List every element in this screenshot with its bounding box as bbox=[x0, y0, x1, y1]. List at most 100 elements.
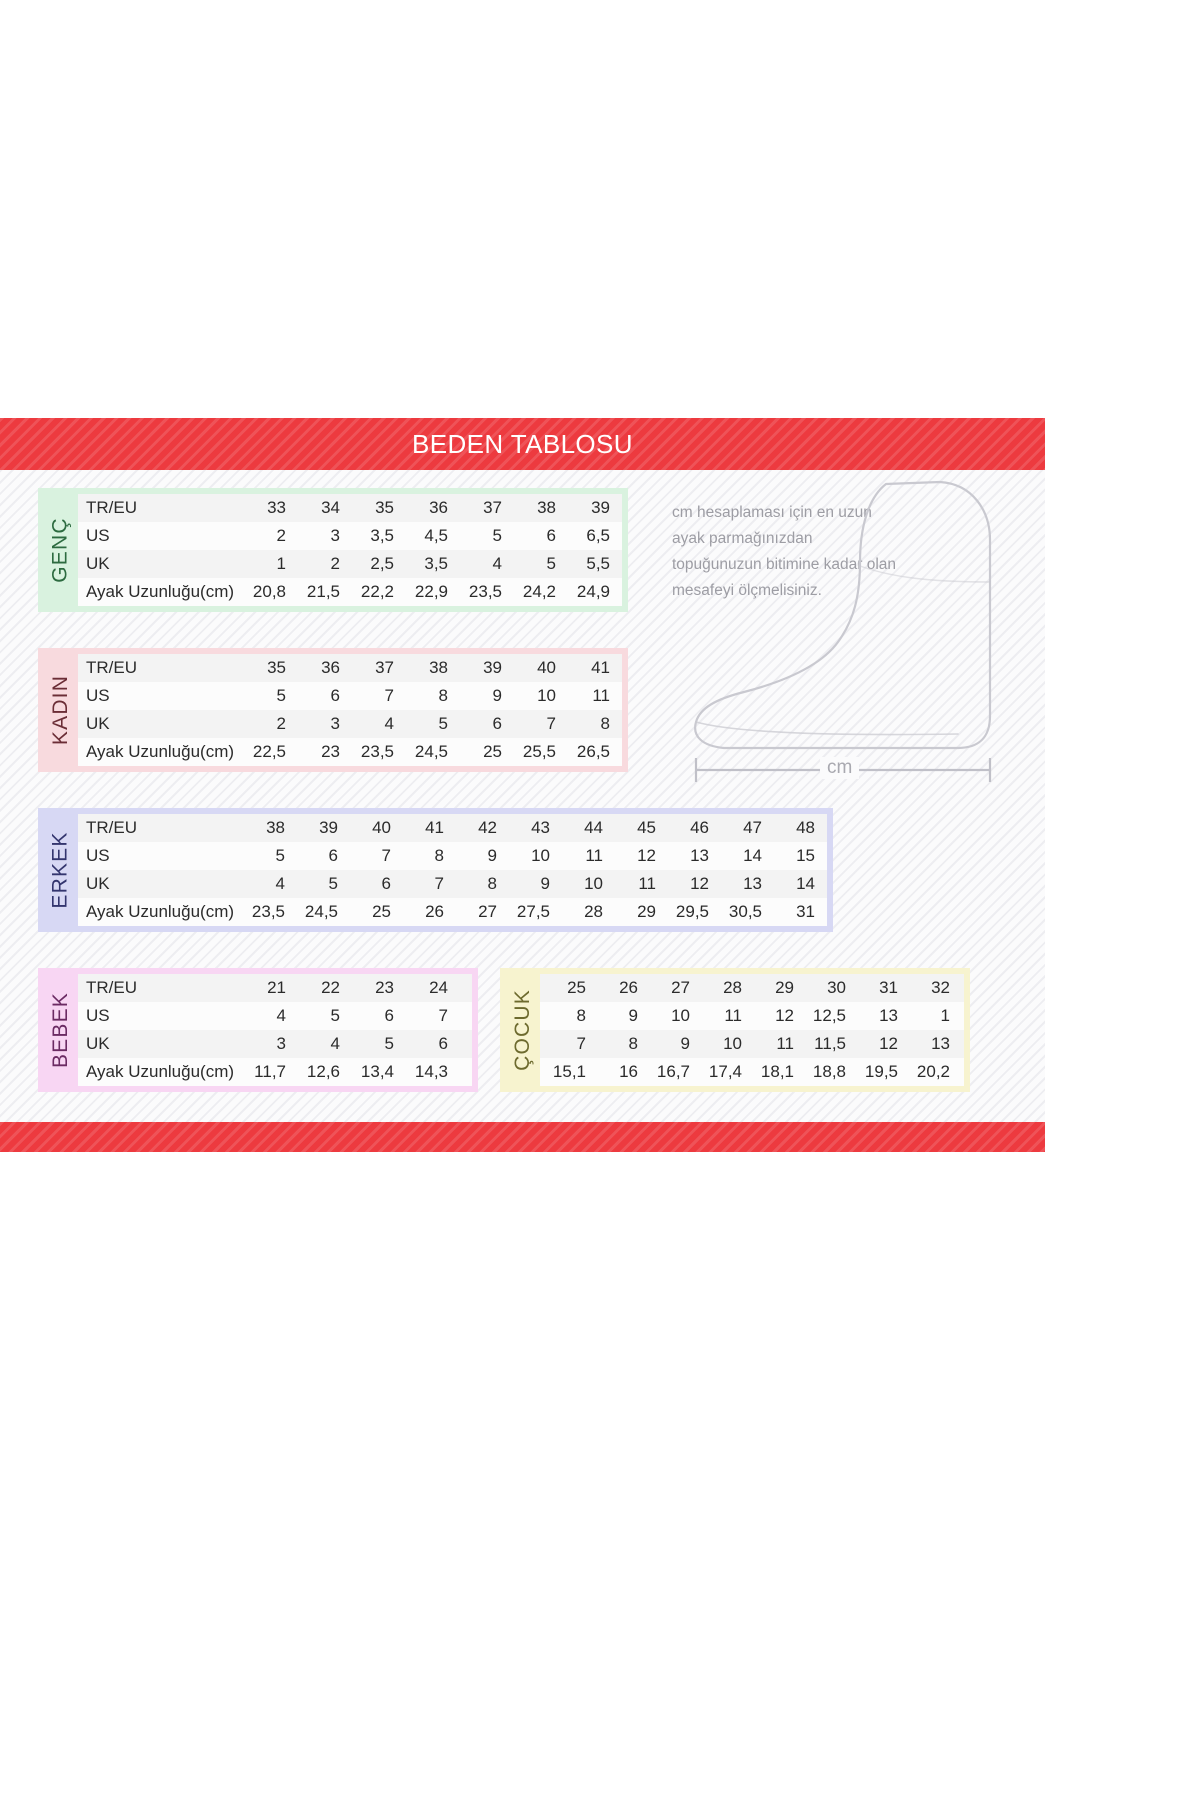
size-cell: 9 bbox=[540, 874, 550, 893]
size-grid: 25 26 27 28 29 30 31 32 8 9 10 11 12 12,5 13 1 7 8 9 10 11 11… bbox=[540, 974, 964, 1086]
size-cell: 12 bbox=[775, 1006, 794, 1025]
size-cell: 7 bbox=[384, 686, 394, 705]
size-cell: 3 bbox=[276, 1034, 286, 1053]
size-cell: 5 bbox=[384, 1034, 394, 1053]
size-cell: 12,5 bbox=[812, 1006, 846, 1025]
size-cell: 5 bbox=[492, 526, 502, 545]
size-cell: 23,5 bbox=[468, 582, 502, 601]
size-cell: 5 bbox=[328, 874, 338, 893]
page-title: BEDEN TABLOSU bbox=[412, 429, 633, 459]
size-cell: 15 bbox=[796, 846, 815, 865]
row-label: US bbox=[86, 686, 110, 705]
size-cell: 24,5 bbox=[304, 902, 338, 921]
size-cell: 7 bbox=[434, 874, 444, 893]
size-cell: 38 bbox=[537, 498, 556, 517]
size-cell: 6 bbox=[384, 1006, 394, 1025]
size-cell: 29 bbox=[775, 978, 794, 997]
size-cell: 39 bbox=[483, 658, 502, 677]
size-cell: 5 bbox=[438, 714, 448, 733]
size-cell: 2,5 bbox=[370, 554, 394, 573]
size-cell: 26 bbox=[425, 902, 444, 921]
row-label: TR/EU bbox=[86, 978, 137, 997]
size-cell: 8 bbox=[434, 846, 444, 865]
size-cell: 27,5 bbox=[516, 902, 550, 921]
row-label: US bbox=[86, 846, 110, 865]
size-cell: 25 bbox=[372, 902, 391, 921]
size-cell: 3 bbox=[330, 714, 340, 733]
size-cell: 7 bbox=[576, 1034, 586, 1053]
row-label: UK bbox=[86, 714, 110, 733]
size-cell: 17,4 bbox=[708, 1062, 742, 1081]
size-cell: 12,6 bbox=[306, 1062, 340, 1081]
size-cell: 9 bbox=[487, 846, 497, 865]
size-cell: 20,8 bbox=[252, 582, 286, 601]
category-tab-genc: GENÇ bbox=[44, 494, 78, 606]
size-cell: 24,5 bbox=[414, 742, 448, 761]
size-cell: 30,5 bbox=[728, 902, 762, 921]
size-cell: 4 bbox=[276, 1006, 286, 1025]
size-cell: 40 bbox=[372, 818, 391, 837]
chart-header-banner: BEDEN TABLOSU bbox=[0, 418, 1045, 470]
size-cell: 14,3 bbox=[414, 1062, 448, 1081]
table-row: 25 26 27 28 29 30 31 32 bbox=[540, 974, 964, 1002]
cm-unit-label: cm bbox=[820, 757, 860, 779]
size-cell: 1 bbox=[276, 554, 286, 573]
size-cell: 2 bbox=[276, 526, 286, 545]
size-cell: 27 bbox=[478, 902, 497, 921]
size-cell: 23,5 bbox=[251, 902, 285, 921]
category-tab-label: GENÇ bbox=[49, 517, 73, 583]
size-grid: TR/EU 38 39 40 41 42 43 44 45 46 47 48 US 5 6 7 8 9 10 11 12… bbox=[78, 814, 827, 926]
size-cell: 21 bbox=[267, 978, 286, 997]
size-cell: 24,2 bbox=[522, 582, 556, 601]
size-cell: 9 bbox=[492, 686, 502, 705]
size-cell: 8 bbox=[628, 1034, 638, 1053]
table-row: 15,1 16 16,7 17,4 18,1 18,8 19,5 20,2 bbox=[540, 1058, 964, 1086]
row-label: TR/EU bbox=[86, 658, 137, 677]
size-cell: 34 bbox=[321, 498, 340, 517]
size-cell: 18,1 bbox=[760, 1062, 794, 1081]
size-cell: 8 bbox=[438, 686, 448, 705]
size-cell: 26,5 bbox=[576, 742, 610, 761]
size-cell: 10 bbox=[531, 846, 550, 865]
size-cell: 3,5 bbox=[424, 554, 448, 573]
row-label: TR/EU bbox=[86, 818, 137, 837]
size-cell: 11 bbox=[776, 1034, 794, 1053]
size-cell: 11,7 bbox=[254, 1062, 286, 1081]
size-cell: 6 bbox=[492, 714, 502, 733]
size-cell: 37 bbox=[483, 498, 502, 517]
size-cell: 25,5 bbox=[522, 742, 556, 761]
size-cell: 46 bbox=[690, 818, 709, 837]
size-cell: 11 bbox=[585, 846, 603, 865]
size-cell: 36 bbox=[321, 658, 340, 677]
size-cell: 29 bbox=[637, 902, 656, 921]
table-row: UK 3 4 5 6 bbox=[78, 1030, 472, 1058]
size-cell: 9 bbox=[680, 1034, 690, 1053]
size-cell: 23 bbox=[375, 978, 394, 997]
size-cell: 31 bbox=[879, 978, 898, 997]
size-cell: 6,5 bbox=[586, 526, 610, 545]
size-cell: 11 bbox=[724, 1006, 742, 1025]
size-cell: 14 bbox=[796, 874, 815, 893]
size-cell: 10 bbox=[537, 686, 556, 705]
size-cell: 13 bbox=[743, 874, 762, 893]
size-cell: 48 bbox=[796, 818, 815, 837]
size-cell: 6 bbox=[330, 686, 340, 705]
size-cell: 44 bbox=[584, 818, 603, 837]
size-table-bebek: BEBEK TR/EU 21 22 23 24 US 4 5 6 7 UK 3 4 5 6 Ayak Uzunl… bbox=[38, 968, 478, 1092]
size-cell: 11 bbox=[638, 874, 656, 893]
size-cell: 35 bbox=[267, 658, 286, 677]
size-cell: 33 bbox=[267, 498, 286, 517]
size-cell: 13 bbox=[931, 1034, 950, 1053]
size-cell: 24,9 bbox=[576, 582, 610, 601]
size-cell: 5 bbox=[330, 1006, 340, 1025]
size-cell: 37 bbox=[375, 658, 394, 677]
size-cell: 12 bbox=[637, 846, 656, 865]
size-cell: 8 bbox=[487, 874, 497, 893]
size-cell: 19,5 bbox=[864, 1062, 898, 1081]
row-label: Ayak Uzunluğu(cm) bbox=[86, 742, 235, 761]
size-cell: 28 bbox=[584, 902, 603, 921]
size-cell: 16,7 bbox=[656, 1062, 690, 1081]
category-tab-label: ÇOCUK bbox=[511, 989, 534, 1071]
table-row: US 2 3 3,5 4,5 5 6 6,5 bbox=[78, 522, 622, 550]
size-cell: 41 bbox=[591, 658, 610, 677]
